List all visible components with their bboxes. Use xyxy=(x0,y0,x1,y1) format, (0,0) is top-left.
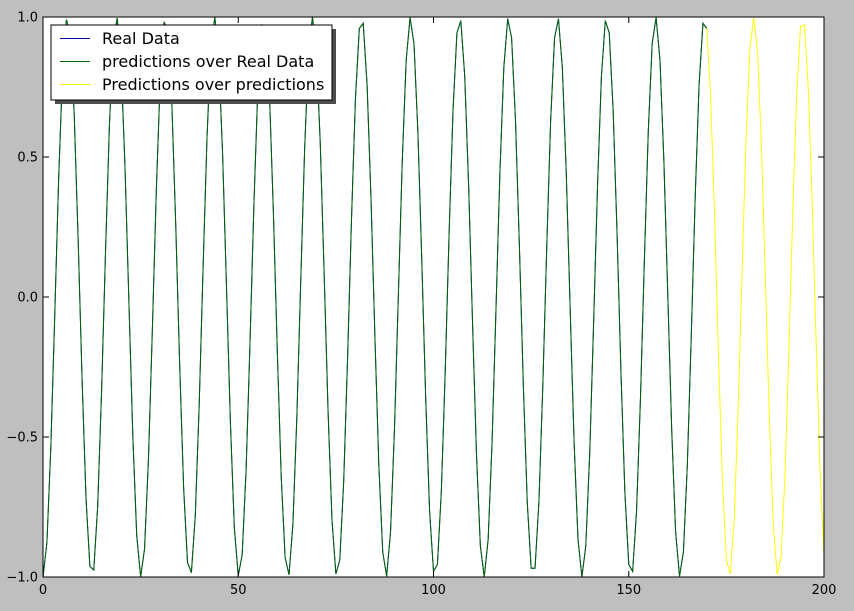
y-tick-label: −0.5 xyxy=(6,431,38,446)
series-line-predictions-over-real-data xyxy=(42,16,708,578)
legend-label-predictions-over-real-data: predictions over Real Data xyxy=(102,52,314,71)
y-tick-label: 1.0 xyxy=(17,11,38,26)
y-tick-label: −1.0 xyxy=(6,571,38,586)
series-layer xyxy=(42,16,825,578)
ticks-layer xyxy=(42,16,825,578)
x-tick-label: 200 xyxy=(812,583,837,598)
legend-box xyxy=(50,24,333,101)
y-tick-label: 0.0 xyxy=(17,291,38,306)
plot-area xyxy=(43,17,824,577)
x-tick-label: 100 xyxy=(421,583,446,598)
legend-label-predictions-over-predictions: Predictions over predictions xyxy=(102,75,324,94)
x-tick-label: 0 xyxy=(39,583,47,598)
legend: Real Data predictions over Real Data Pre… xyxy=(50,24,336,104)
y-tick-label: 0.5 xyxy=(17,151,38,166)
legend-label-real-data: Real Data xyxy=(102,29,180,48)
x-tick-label: 150 xyxy=(616,583,641,598)
series-line-predictions-over-predictions xyxy=(706,16,825,575)
x-tick-label: 50 xyxy=(230,583,247,598)
tick-labels: 0 50 100 150 200 1.0 0.5 0.0 −0.5 −1.0 xyxy=(6,11,836,599)
